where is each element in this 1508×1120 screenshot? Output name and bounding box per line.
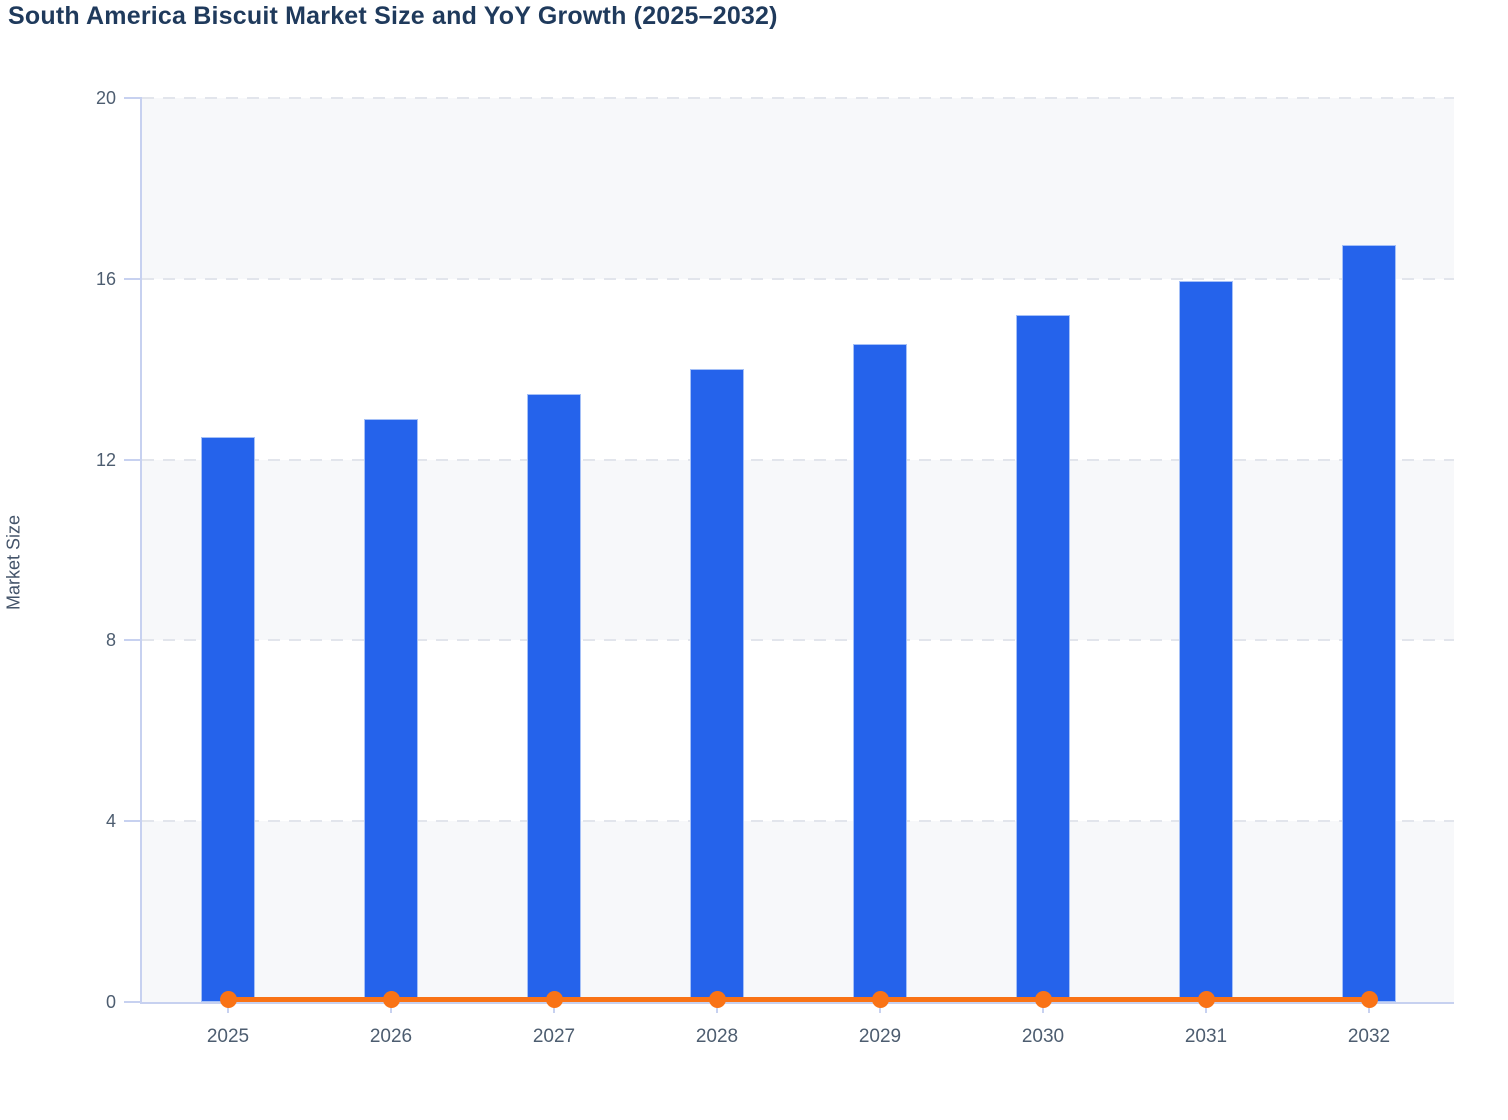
y-tick-label: 20 [95, 88, 116, 108]
yoy-marker-2028[interactable] [708, 990, 726, 1008]
yoy-marker-2031[interactable] [1197, 990, 1215, 1008]
x-tick-label: 2031 [1184, 1026, 1228, 1047]
x-tick-label: 2026 [369, 1026, 413, 1047]
bar-2031[interactable] [1179, 281, 1233, 1002]
x-tick-mark [1205, 1004, 1207, 1013]
plot-area: 0 4 8 12 16 20 2025 2026 2027 2028 2029 2030 2031 203… [96, 89, 1454, 1047]
chart-title: South America Biscuit Market Size and Yo… [8, 2, 778, 30]
yoy-marker-2027[interactable] [545, 990, 563, 1008]
x-tick-mark [390, 1004, 392, 1013]
x-tick-label: 2030 [1021, 1026, 1065, 1047]
gridline [142, 820, 1454, 823]
x-tick-label: 2029 [858, 1026, 902, 1047]
x-tick-mark [879, 1004, 881, 1013]
bar-2030[interactable] [1016, 314, 1070, 1002]
gridline [142, 277, 1454, 280]
bar-2028[interactable] [690, 369, 744, 1002]
gridline [142, 97, 1454, 99]
bar-2032[interactable] [1342, 244, 1396, 1002]
y-tick-label: 0 [105, 992, 116, 1012]
plot-band [142, 98, 1454, 279]
x-tick-mark [553, 1004, 555, 1013]
gridline [142, 639, 1454, 642]
y-tick-mark [124, 458, 142, 461]
yoy-marker-2026[interactable] [382, 990, 400, 1008]
y-tick-label: 4 [105, 811, 116, 832]
bar-2026[interactable] [364, 418, 418, 1002]
x-tick-label: 2027 [532, 1026, 576, 1047]
y-tick-mark [124, 277, 142, 280]
plot-band [142, 459, 1454, 641]
yoy-growth-line[interactable] [228, 997, 1369, 1003]
x-tick-mark [1368, 1004, 1370, 1013]
y-tick-mark [124, 1001, 142, 1003]
gridline [142, 458, 1454, 461]
plot-band [142, 821, 1454, 1002]
yoy-marker-2030[interactable] [1034, 990, 1052, 1008]
y-tick-label: 12 [95, 449, 116, 470]
y-tick-label: 16 [95, 268, 116, 289]
x-tick-mark [227, 1004, 229, 1013]
x-tick-mark [1042, 1004, 1044, 1013]
y-axis-title: Market Size [3, 514, 24, 611]
bar-2027[interactable] [527, 394, 581, 1002]
x-tick-mark [716, 1004, 718, 1013]
x-tick-label: 2032 [1347, 1026, 1391, 1047]
yoy-marker-2025[interactable] [219, 990, 237, 1008]
x-tick-label: 2028 [695, 1026, 739, 1047]
bar-2025[interactable] [201, 437, 255, 1002]
bar-2029[interactable] [853, 344, 907, 1002]
x-tick-label: 2025 [206, 1026, 250, 1047]
y-tick-mark [124, 639, 142, 642]
yoy-marker-2029[interactable] [871, 990, 889, 1008]
y-tick-mark [124, 97, 142, 99]
yoy-marker-2032[interactable] [1360, 990, 1378, 1008]
y-tick-label: 8 [105, 630, 116, 651]
y-tick-mark [124, 820, 142, 823]
